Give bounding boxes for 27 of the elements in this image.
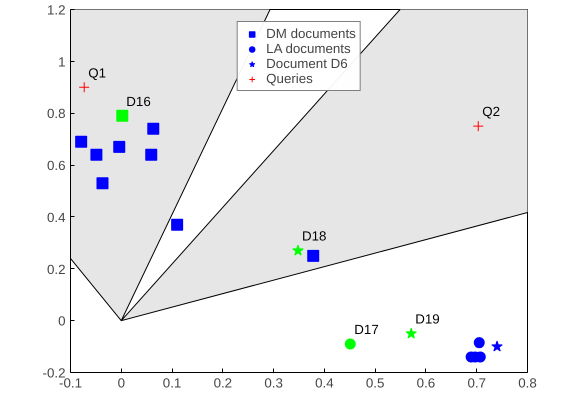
legend-label: LA documents	[266, 41, 351, 56]
x-tick-label: 0.5	[366, 376, 384, 390]
x-tick-label: 0.8	[518, 376, 537, 390]
y-tick-label: 0.2	[46, 262, 66, 277]
annotation: D16	[126, 94, 151, 109]
annotation: D17	[354, 322, 379, 337]
x-tick-label: 0.7	[467, 376, 486, 390]
y-tick-label: 0.6	[46, 158, 66, 174]
y-tick-label: -0.2	[42, 366, 66, 380]
x-tick-label: 0.6	[416, 376, 436, 390]
y-tick-label: 0	[58, 314, 66, 329]
x-tick-label: 0	[118, 376, 125, 390]
legend-label: Document D6	[266, 56, 348, 71]
y-tick-label: 1	[58, 54, 66, 70]
annotation: D19	[415, 312, 440, 327]
legend-label: DM documents	[266, 26, 356, 41]
y-tick-label: 0.4	[46, 210, 66, 225]
x-tick-label: 0.4	[315, 376, 334, 390]
y-tick-label: 0.8	[46, 106, 66, 122]
y-tick-label: 1.2	[46, 2, 66, 18]
annotation: Q1	[88, 65, 106, 80]
legend-label: Queries	[266, 71, 313, 86]
annotation: D18	[302, 228, 326, 244]
x-tick-label: 0.2	[214, 376, 232, 390]
annotation: Q2	[482, 104, 500, 120]
x-tick-label: 0.3	[264, 376, 283, 390]
x-tick-label: 0.1	[162, 376, 182, 390]
